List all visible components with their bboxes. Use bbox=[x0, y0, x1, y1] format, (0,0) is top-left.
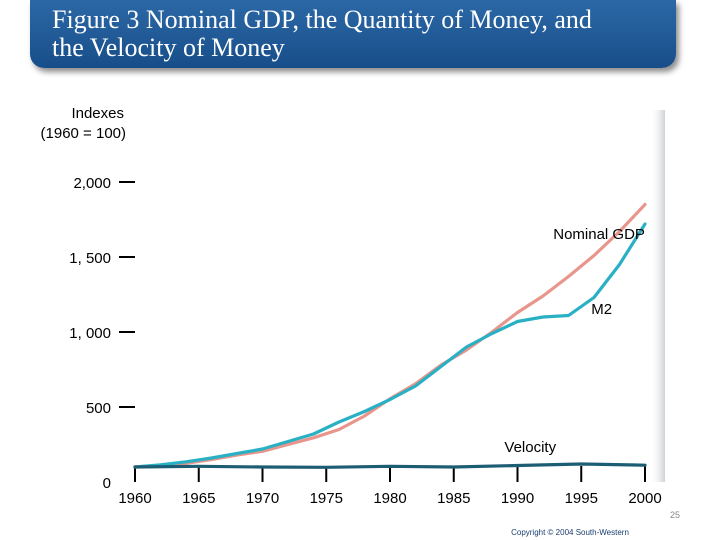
y-tick-label: 1, 500 bbox=[69, 250, 111, 267]
axes: 2,000 1, 500 1, 000 500 0 1960 1965 1970 1975 198… bbox=[69, 175, 661, 507]
series-label-m2: M2 bbox=[591, 301, 612, 318]
plot-area bbox=[128, 110, 665, 482]
plot-edge-shade bbox=[650, 110, 665, 482]
x-tick-label: 1965 bbox=[182, 490, 215, 507]
x-tick-label: 1960 bbox=[118, 490, 151, 507]
slide-title: Figure 3 Nominal GDP, the Quantity of Mo… bbox=[52, 5, 592, 62]
y-axis-label-line-1: Indexes bbox=[71, 105, 124, 122]
copyright-notice: Copyright © 2004 South-Western bbox=[511, 528, 629, 537]
y-tick-label: 2,000 bbox=[73, 175, 111, 192]
y-tick-label: 0 bbox=[103, 475, 111, 492]
series-line-m2 bbox=[133, 222, 647, 469]
x-tick-label: 1980 bbox=[373, 490, 406, 507]
series-label-velocity: Velocity bbox=[504, 439, 556, 456]
title-band: Figure 3 Nominal GDP, the Quantity of Mo… bbox=[0, 0, 720, 78]
page-number: 25 bbox=[669, 510, 680, 520]
x-tick-label: 1990 bbox=[501, 490, 534, 507]
x-tick-label: 1985 bbox=[437, 490, 470, 507]
x-tick-label: 1995 bbox=[565, 490, 598, 507]
series-lines bbox=[133, 202, 647, 469]
x-tick-label: 2000 bbox=[628, 490, 661, 507]
title-banner: Figure 3 Nominal GDP, the Quantity of Mo… bbox=[30, 0, 676, 68]
x-tick-label: 1970 bbox=[246, 490, 279, 507]
series-line-velocity bbox=[133, 462, 647, 469]
y-tick-label: 1, 000 bbox=[69, 325, 111, 342]
x-tick-label: 1975 bbox=[310, 490, 343, 507]
y-axis-label-line-2: (1960 = 100) bbox=[40, 125, 126, 142]
series-labels: Nominal GDP M2 Velocity bbox=[504, 226, 645, 456]
y-axis-label: Indexes (1960 = 100) bbox=[0, 104, 130, 144]
series-label-nominal-gdp: Nominal GDP bbox=[553, 226, 645, 243]
y-tick-label: 500 bbox=[86, 400, 111, 417]
